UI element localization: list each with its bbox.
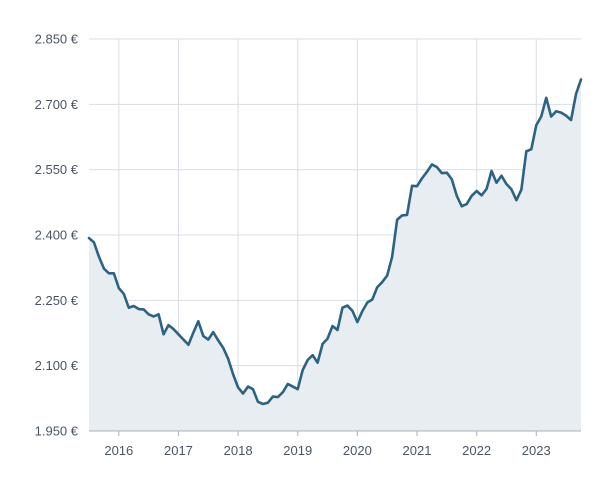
- x-tick-label: 2020: [343, 443, 372, 458]
- x-tick-label: 2018: [224, 443, 253, 458]
- x-tick-label: 2021: [403, 443, 432, 458]
- tick-labels: 1.950 € 2.100 € 2.250 € 2.400 € 2.550 € 2.700…: [35, 32, 551, 459]
- x-tick-label: 2023: [522, 443, 551, 458]
- series-area-fill: [89, 79, 581, 431]
- y-tick-label: 2.100 €: [35, 358, 79, 373]
- y-tick-label: 2.700 €: [35, 97, 79, 112]
- x-tick-label: 2022: [462, 443, 491, 458]
- x-tick-label: 2017: [164, 443, 193, 458]
- area-layer: [87, 78, 583, 431]
- y-tick-label: 2.550 €: [35, 162, 79, 177]
- y-tick-label: 2.850 €: [35, 32, 79, 47]
- y-tick-label: 2.250 €: [35, 293, 79, 308]
- series-line: [87, 78, 583, 406]
- x-tick-label: 2019: [283, 443, 312, 458]
- axis-layer: [89, 430, 581, 436]
- x-tick-label: 2016: [104, 443, 133, 458]
- y-tick-label: 1.950 €: [35, 424, 79, 439]
- y-tick-label: 2.400 €: [35, 228, 79, 243]
